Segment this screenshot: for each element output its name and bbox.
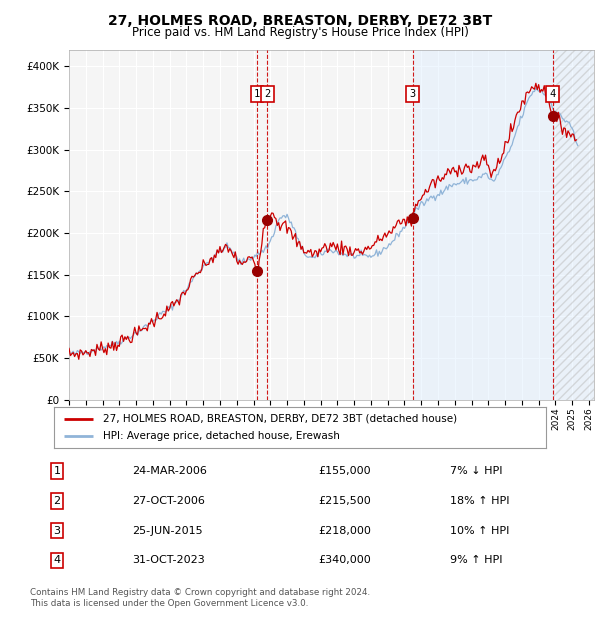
Text: 3: 3 [53, 526, 61, 536]
Text: 3: 3 [410, 89, 416, 99]
Text: 24-MAR-2006: 24-MAR-2006 [132, 466, 207, 476]
Text: Price paid vs. HM Land Registry's House Price Index (HPI): Price paid vs. HM Land Registry's House … [131, 26, 469, 39]
Text: Contains HM Land Registry data © Crown copyright and database right 2024.
This d: Contains HM Land Registry data © Crown c… [30, 588, 370, 608]
Polygon shape [413, 50, 594, 400]
Text: £215,500: £215,500 [318, 496, 371, 506]
Text: 1: 1 [254, 89, 260, 99]
Text: 9% ↑ HPI: 9% ↑ HPI [450, 556, 503, 565]
Text: 2: 2 [53, 496, 61, 506]
Text: 1: 1 [53, 466, 61, 476]
Text: 31-OCT-2023: 31-OCT-2023 [132, 556, 205, 565]
Text: 27, HOLMES ROAD, BREASTON, DERBY, DE72 3BT (detached house): 27, HOLMES ROAD, BREASTON, DERBY, DE72 3… [103, 414, 457, 423]
Text: £155,000: £155,000 [318, 466, 371, 476]
Text: 4: 4 [53, 556, 61, 565]
Text: 2: 2 [264, 89, 271, 99]
Text: 7% ↓ HPI: 7% ↓ HPI [450, 466, 503, 476]
Text: 27, HOLMES ROAD, BREASTON, DERBY, DE72 3BT: 27, HOLMES ROAD, BREASTON, DERBY, DE72 3… [108, 14, 492, 28]
Text: HPI: Average price, detached house, Erewash: HPI: Average price, detached house, Erew… [103, 432, 340, 441]
Text: £218,000: £218,000 [318, 526, 371, 536]
Text: 4: 4 [550, 89, 556, 99]
Text: £340,000: £340,000 [318, 556, 371, 565]
Text: 10% ↑ HPI: 10% ↑ HPI [450, 526, 509, 536]
Text: 18% ↑ HPI: 18% ↑ HPI [450, 496, 509, 506]
Text: 25-JUN-2015: 25-JUN-2015 [132, 526, 203, 536]
Text: 27-OCT-2006: 27-OCT-2006 [132, 496, 205, 506]
